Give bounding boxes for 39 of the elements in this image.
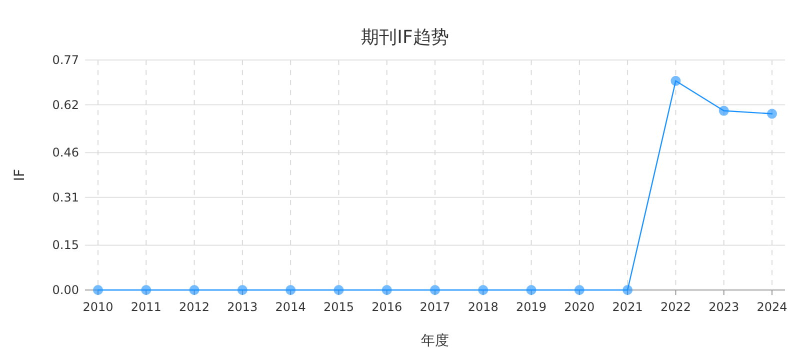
point bbox=[237, 285, 248, 295]
point bbox=[718, 106, 729, 116]
point bbox=[189, 285, 200, 295]
y-tick-label: 0.00 bbox=[52, 283, 79, 297]
x-tick-label: 2023 bbox=[708, 300, 740, 314]
x-tick-label: 2020 bbox=[564, 300, 595, 314]
x-tick-label: 2012 bbox=[179, 300, 210, 314]
x-tick-label: 2011 bbox=[130, 300, 162, 314]
point bbox=[526, 285, 536, 295]
point bbox=[93, 285, 103, 295]
x-tick-label: 2018 bbox=[468, 300, 498, 314]
x-axis-title: 年度 bbox=[421, 333, 449, 349]
point bbox=[382, 285, 392, 295]
x-tick-label: 2010 bbox=[82, 300, 114, 314]
x-tick-label: 2022 bbox=[660, 300, 691, 314]
y-tick-label: 0.15 bbox=[52, 238, 79, 252]
y-axis-title: IF bbox=[12, 168, 28, 182]
y-tick-label: 0.31 bbox=[52, 190, 79, 204]
point bbox=[767, 108, 777, 119]
x-tick-label: 2013 bbox=[227, 300, 258, 314]
x-tick-label: 2014 bbox=[275, 300, 306, 314]
point bbox=[574, 285, 584, 295]
point bbox=[141, 285, 152, 295]
point bbox=[430, 285, 440, 295]
x-tick-label: 2016 bbox=[372, 300, 402, 314]
point bbox=[286, 285, 296, 295]
point bbox=[478, 285, 488, 295]
x-tick-label: 2021 bbox=[612, 300, 643, 314]
x-tick-label: 2015 bbox=[323, 300, 354, 314]
point bbox=[622, 285, 633, 295]
x-tick-label: 2024 bbox=[756, 300, 788, 314]
y-tick-label: 0.46 bbox=[52, 146, 79, 160]
x-tick-label: 2017 bbox=[420, 300, 450, 314]
point bbox=[334, 285, 344, 295]
point bbox=[670, 76, 681, 86]
y-tick-label: 0.62 bbox=[52, 98, 79, 112]
x-tick-label: 2019 bbox=[516, 300, 547, 314]
y-tick-label: 0.77 bbox=[52, 53, 79, 67]
chart-title: 期刊IF趋势 bbox=[361, 27, 449, 48]
